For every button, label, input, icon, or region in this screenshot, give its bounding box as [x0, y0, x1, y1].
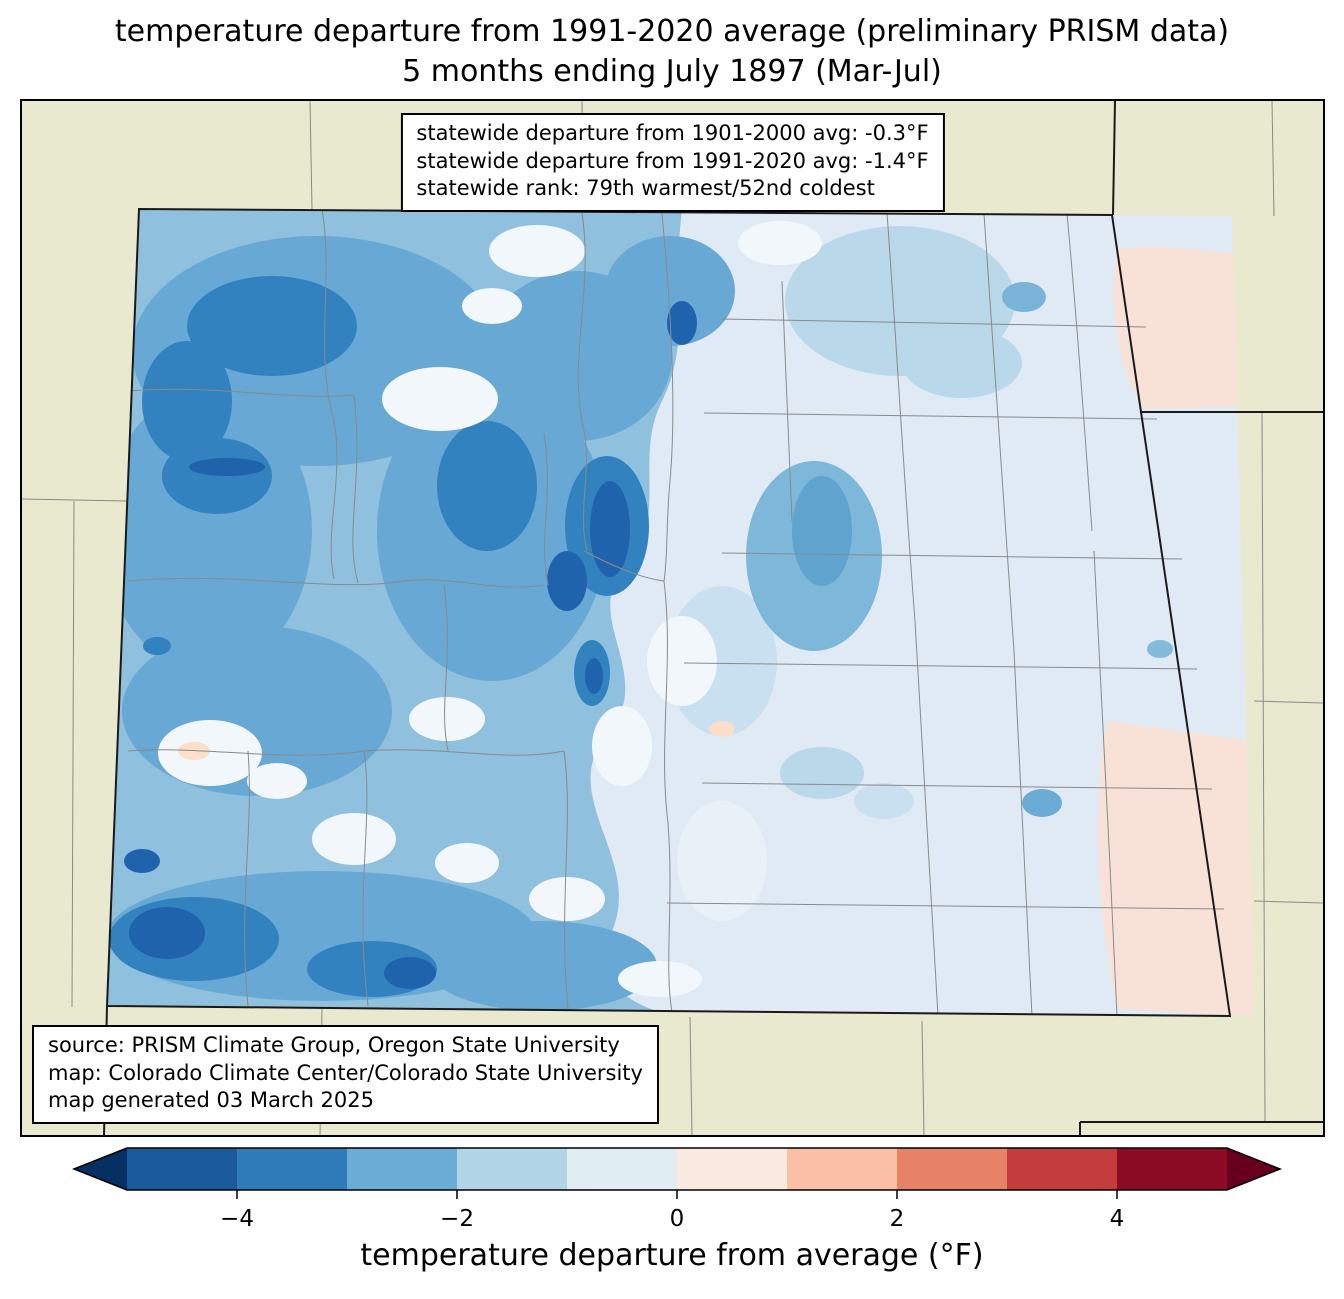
- warm-anomaly-blobs: [1098, 246, 1254, 1016]
- colorbar-tick-labels: −4 −2 0 2 4: [220, 1206, 1124, 1232]
- colorbar-segment: [1007, 1148, 1117, 1190]
- colorbar-segment: [567, 1148, 677, 1190]
- source-line: source: PRISM Climate Group, Oregon Stat…: [48, 1032, 620, 1057]
- tick-label-pos4: 4: [1110, 1206, 1125, 1232]
- colorbar-outline: [71, 1147, 1283, 1191]
- colorbar-segment: [347, 1148, 457, 1190]
- outside-county-lines: [22, 101, 1323, 1135]
- colorbar-right-arrow: [1227, 1148, 1280, 1190]
- stats-line-1901-2000: statewide departure from 1901-2000 avg: …: [416, 121, 929, 145]
- colorbar-segment: [677, 1148, 787, 1190]
- colorbar-left-arrow: [74, 1148, 127, 1190]
- colorbar-segment: [897, 1148, 1007, 1190]
- tick-label-neg4: −4: [220, 1206, 254, 1232]
- colorbar-segment: [1117, 1148, 1227, 1190]
- generated-date-line: map generated 03 March 2025: [48, 1088, 375, 1113]
- dark-blue-cores: [124, 301, 697, 989]
- stats-line-1991-2020: statewide departure from 1991-2020 avg: …: [416, 148, 929, 173]
- title-line-1: temperature departure from 1991-2020 ave…: [114, 14, 1230, 49]
- colorbar-segment: [237, 1148, 347, 1190]
- statewide-stats-box: statewide departure from 1901-2000 avg: …: [400, 113, 945, 213]
- peach-spots: [178, 721, 735, 760]
- colorbar: −4 −2 0 2 4: [71, 1146, 1284, 1238]
- colorbar-segment: [127, 1148, 237, 1190]
- colorbar-axis-label: temperature departure from average (°F): [360, 1238, 984, 1273]
- tick-label-neg2: −2: [440, 1206, 474, 1232]
- colorbar-segment: [787, 1148, 897, 1190]
- stats-line-rank: statewide rank: 79th warmest/52nd coldes…: [416, 176, 875, 201]
- title-line-2: 5 months ending July 1897 (Mar-Jul): [402, 53, 942, 89]
- colorado-anomaly-map: [22, 101, 1323, 1135]
- map-data-region: [107, 209, 1254, 1016]
- colorbar-segment: [457, 1148, 567, 1190]
- county-lines: [127, 209, 1225, 1016]
- map-axes: statewide departure from 1901-2000 avg: …: [20, 99, 1325, 1137]
- colorado-state-border: [105, 207, 1232, 1018]
- tick-label-zero: 0: [670, 1206, 685, 1232]
- pale-patches: [158, 221, 822, 997]
- colorbar-svg: −4 −2 0 2 4: [71, 1147, 1283, 1232]
- tick-label-pos2: 2: [890, 1206, 905, 1232]
- map-credit-line: map: Colorado Climate Center/Colorado St…: [48, 1060, 643, 1085]
- figure-title: temperature departure from 1991-2020 ave…: [0, 12, 1344, 91]
- colorbar-tick-marks: [236, 1190, 1118, 1199]
- source-box: source: PRISM Climate Group, Oregon Stat…: [32, 1024, 659, 1124]
